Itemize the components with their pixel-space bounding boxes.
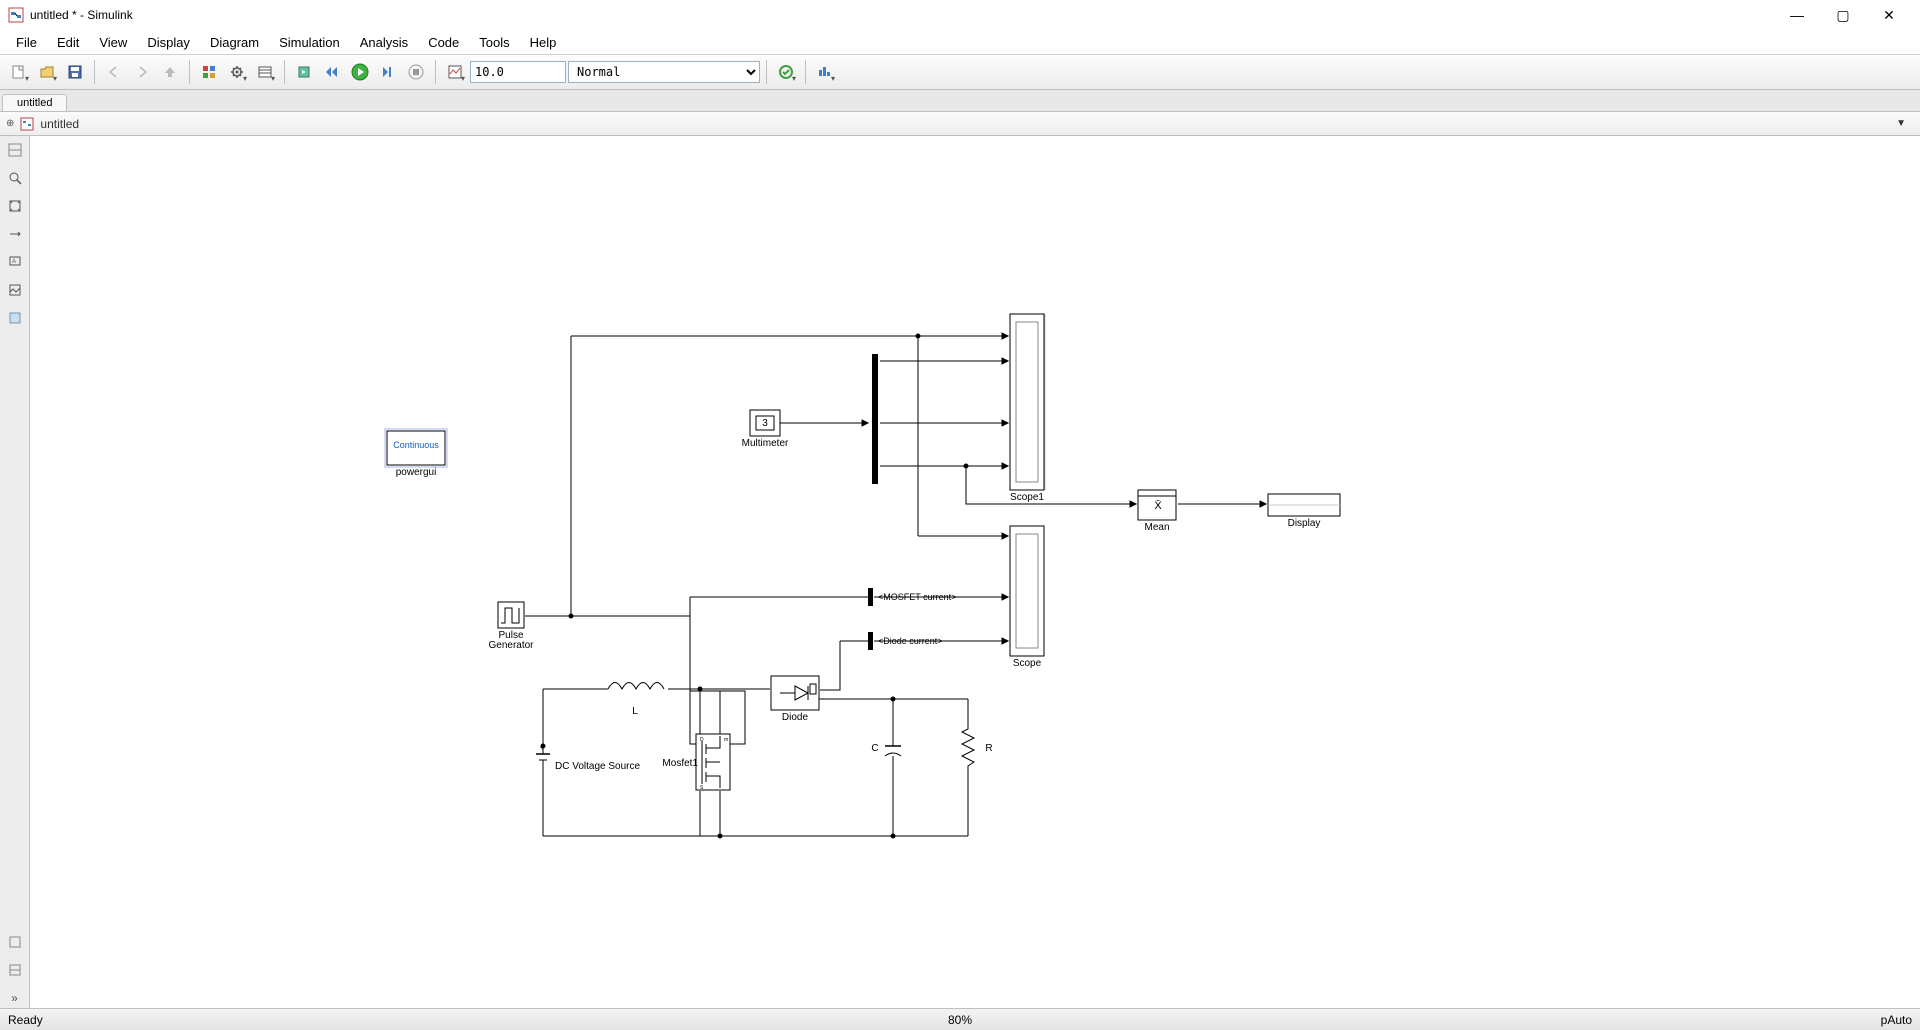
- build-button[interactable]: [773, 59, 799, 85]
- forward-button[interactable]: [129, 59, 155, 85]
- block-capacitor[interactable]: [885, 731, 901, 776]
- hide-button[interactable]: [5, 140, 25, 160]
- window-title: untitled * - Simulink: [30, 8, 1774, 22]
- block-demux-diode[interactable]: [868, 632, 873, 650]
- update-button[interactable]: [291, 59, 317, 85]
- menu-tools[interactable]: Tools: [471, 33, 517, 52]
- menu-view[interactable]: View: [91, 33, 135, 52]
- breadcrumb: ⊕ untitled ▼: [0, 112, 1920, 136]
- save-button[interactable]: [62, 59, 88, 85]
- menu-simulation[interactable]: Simulation: [271, 33, 348, 52]
- svg-text:m: m: [724, 737, 728, 743]
- diode-label: Diode: [771, 712, 819, 723]
- status-left: Ready: [8, 1013, 643, 1027]
- annotation-button[interactable]: A: [5, 252, 25, 272]
- r-label: R: [982, 743, 996, 754]
- menu-analysis[interactable]: Analysis: [352, 33, 416, 52]
- model-explorer-button[interactable]: [252, 59, 278, 85]
- status-bar: Ready 80% pAuto: [0, 1008, 1920, 1030]
- pulse-label2: Generator: [485, 640, 537, 651]
- block-scope[interactable]: [1010, 526, 1044, 656]
- mean-label: Mean: [1138, 522, 1176, 533]
- tab-strip: untitled: [0, 90, 1920, 112]
- multimeter-value: 3: [758, 418, 772, 429]
- stop-button[interactable]: [403, 59, 429, 85]
- menu-diagram[interactable]: Diagram: [202, 33, 267, 52]
- menu-help[interactable]: Help: [522, 33, 565, 52]
- block-mosfet[interactable]: D S m: [696, 734, 730, 791]
- menu-edit[interactable]: Edit: [49, 33, 87, 52]
- block-demux-mosfet[interactable]: [868, 588, 873, 606]
- block-display[interactable]: [1268, 494, 1340, 516]
- back-button[interactable]: [101, 59, 127, 85]
- menu-display[interactable]: Display: [139, 33, 198, 52]
- canvas[interactable]: D S m +: [30, 136, 1920, 1008]
- run-button[interactable]: [347, 59, 373, 85]
- l-label: L: [625, 706, 645, 717]
- area-button[interactable]: [5, 308, 25, 328]
- signal-button[interactable]: [5, 224, 25, 244]
- diagram-svg: D S m +: [30, 136, 1920, 1008]
- menu-bar: File Edit View Display Diagram Simulatio…: [0, 30, 1920, 54]
- powergui-text: Continuous: [387, 440, 445, 450]
- block-diode[interactable]: [771, 676, 819, 710]
- dcv-label: DC Voltage Source: [555, 761, 655, 772]
- close-button[interactable]: ✕: [1866, 0, 1912, 30]
- app-icon: [8, 7, 24, 23]
- title-bar: untitled * - Simulink — ▢ ✕: [0, 0, 1920, 30]
- up-button[interactable]: [157, 59, 183, 85]
- block-scope1[interactable]: [1010, 314, 1045, 490]
- breadcrumb-nav-icon[interactable]: ⊕: [6, 118, 14, 129]
- status-right: pAuto: [1277, 1013, 1912, 1027]
- bottom1-button[interactable]: [5, 932, 25, 952]
- minimize-button[interactable]: —: [1774, 0, 1820, 30]
- step-forward-button[interactable]: [375, 59, 401, 85]
- maximize-button[interactable]: ▢: [1820, 0, 1866, 30]
- menu-file[interactable]: File: [8, 33, 45, 52]
- sim-mode-select[interactable]: Normal: [568, 61, 760, 83]
- powergui-label: powergui: [387, 467, 445, 478]
- multimeter-label: Multimeter: [735, 438, 795, 449]
- display-label: Display: [1268, 518, 1340, 529]
- block-mux[interactable]: [872, 354, 878, 484]
- palette: A »: [0, 136, 30, 1008]
- status-zoom: 80%: [643, 1013, 1278, 1027]
- diode-current-text: <Diode current>: [878, 636, 998, 646]
- step-back-button[interactable]: [319, 59, 345, 85]
- scope-label: Scope: [1005, 658, 1049, 669]
- breadcrumb-model[interactable]: untitled: [40, 117, 79, 131]
- block-inductor[interactable]: [608, 683, 664, 690]
- mean-sym: X̄: [1148, 500, 1168, 512]
- block-pulse-generator[interactable]: [498, 602, 524, 628]
- model-tab[interactable]: untitled: [2, 94, 67, 111]
- workspace: A »: [0, 136, 1920, 1008]
- toolbar: Normal: [0, 54, 1920, 90]
- c-label: C: [868, 743, 882, 754]
- fit-button[interactable]: [5, 196, 25, 216]
- svg-text:A: A: [12, 259, 16, 265]
- svg-text:D: D: [700, 737, 704, 743]
- zoom-button[interactable]: [5, 168, 25, 188]
- block-resistor[interactable]: [962, 724, 974, 776]
- open-button[interactable]: [34, 59, 60, 85]
- scope1-label: Scope1: [1005, 492, 1049, 503]
- expand-button[interactable]: »: [5, 988, 25, 1008]
- simulink-button[interactable]: [812, 59, 838, 85]
- new-button[interactable]: [6, 59, 32, 85]
- mosfet-label: Mosfet1: [658, 758, 698, 769]
- sim-time-input[interactable]: [470, 61, 566, 83]
- svg-text:+: +: [540, 745, 544, 752]
- bottom2-button[interactable]: [5, 960, 25, 980]
- image-button[interactable]: [5, 280, 25, 300]
- config-button[interactable]: [224, 59, 250, 85]
- model-icon: [20, 117, 34, 131]
- mosfet-current-text: <MOSFET current>: [878, 592, 998, 602]
- inspector-button[interactable]: [442, 59, 468, 85]
- library-button[interactable]: [196, 59, 222, 85]
- breadcrumb-dropdown-icon[interactable]: ▼: [1888, 118, 1914, 129]
- block-dc-voltage[interactable]: +: [536, 745, 550, 769]
- menu-code[interactable]: Code: [420, 33, 467, 52]
